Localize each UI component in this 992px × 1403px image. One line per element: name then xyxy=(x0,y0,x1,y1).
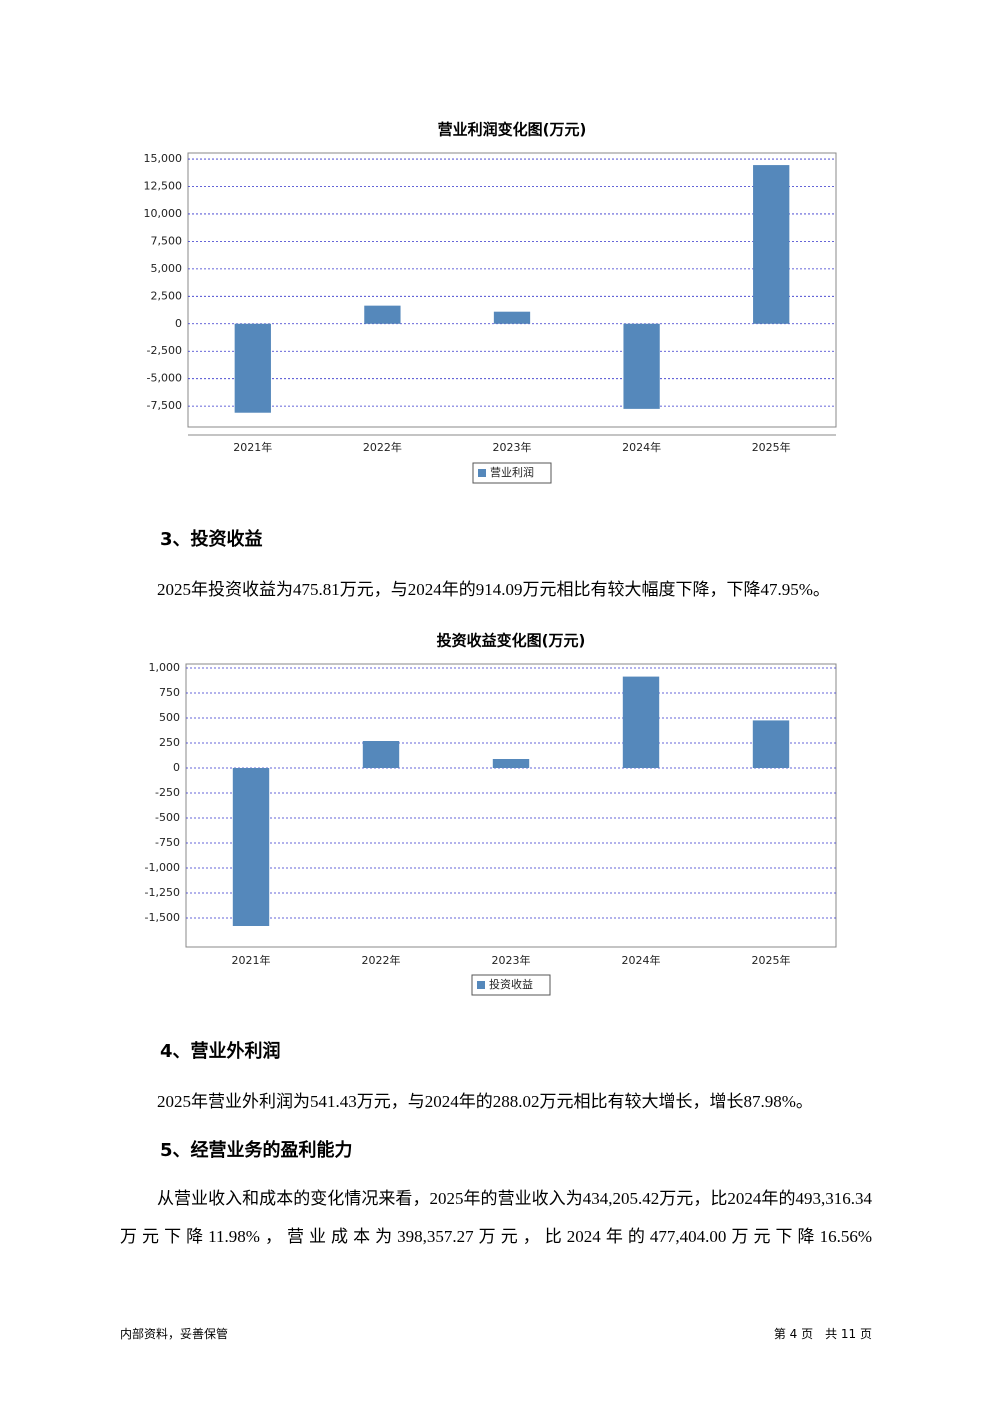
x-tick-label: 2023年 xyxy=(492,953,531,967)
chart: 投资收益变化图(万元) -1,500 -1,250 -1,000 -750 -500 -25… xyxy=(145,632,837,996)
y-tick-label: 2,500 xyxy=(151,289,183,302)
plot-frame xyxy=(185,663,837,948)
legend-swatch xyxy=(477,981,485,989)
paragraph: 2025年营业外利润为541.43万元，与2024年的288.02万元相比有较大… xyxy=(157,1092,813,1111)
paragraph: 2025年投资收益为475.81万元，与2024年的914.09万元相比有较大幅… xyxy=(157,580,830,599)
paragraph: 从营业收入和成本的变化情况来看，2025年的营业收入为434,205.42万元，… xyxy=(120,1189,872,1246)
y-tick-label: -750 xyxy=(155,836,180,849)
y-tick-label: 5,000 xyxy=(151,262,183,275)
bar xyxy=(364,305,401,324)
x-tick-label: 2024年 xyxy=(622,953,661,967)
legend-label: 营业利润 xyxy=(490,465,534,479)
y-tick-label: -250 xyxy=(155,786,180,799)
x-tick-label: 2025年 xyxy=(752,440,791,454)
chart-title: 投资收益变化图(万元) xyxy=(437,632,586,650)
y-tick-label: -500 xyxy=(155,811,180,824)
bar xyxy=(362,741,400,768)
x-tick-label: 2022年 xyxy=(363,440,402,454)
x-tick-label: 2021年 xyxy=(232,953,271,967)
legend-label: 投资收益 xyxy=(489,977,533,991)
x-tick-label: 2025年 xyxy=(752,953,791,967)
legend-box xyxy=(472,462,552,484)
chart: 营业利润变化图(万元) -7,500 -5,000 -2,500 0 2,500 5,000… xyxy=(144,121,837,484)
y-tick-label: -2,500 xyxy=(147,344,182,357)
y-tick-label: 15,000 xyxy=(144,152,183,165)
x-tick-label: 2022年 xyxy=(362,953,401,967)
y-tick-label: 750 xyxy=(159,686,180,699)
y-tick-label: -7,500 xyxy=(147,399,182,412)
bar xyxy=(493,311,531,324)
x-tick-label: 2024年 xyxy=(622,440,661,454)
y-tick-label: 7,500 xyxy=(151,234,183,247)
x-tick-label: 2021年 xyxy=(233,440,272,454)
y-tick-label: 250 xyxy=(159,736,180,749)
bar xyxy=(232,768,270,926)
y-tick-label: 10,000 xyxy=(144,207,183,220)
y-tick-label: -1,250 xyxy=(145,886,180,899)
y-tick-label: 12,500 xyxy=(144,179,183,192)
y-tick-label: 0 xyxy=(173,761,180,774)
footer-left: 内部资料，妥善保管 xyxy=(120,1327,229,1341)
bar xyxy=(752,720,790,768)
y-tick-label: 0 xyxy=(175,317,182,330)
heading: 5、经营业务的盈利能力 xyxy=(160,1140,353,1161)
y-tick-label: -5,000 xyxy=(147,372,182,385)
bar xyxy=(622,676,660,768)
y-tick-label: 500 xyxy=(159,711,180,724)
bar xyxy=(234,323,271,413)
legend-box xyxy=(471,974,551,996)
y-tick-label: 1,000 xyxy=(149,661,181,674)
legend-swatch xyxy=(478,469,486,477)
footer-right: 第 4 页 共 11 页 xyxy=(773,1327,872,1341)
x-tick-label: 2023年 xyxy=(493,440,532,454)
heading: 3、投资收益 xyxy=(160,529,263,550)
bar xyxy=(623,323,660,409)
bar xyxy=(753,165,790,324)
y-tick-label: -1,000 xyxy=(145,861,180,874)
heading: 4、营业外利润 xyxy=(160,1041,281,1062)
chart-title: 营业利润变化图(万元) xyxy=(438,121,587,139)
y-tick-label: -1,500 xyxy=(145,911,180,924)
plot-frame xyxy=(187,152,837,428)
bar xyxy=(492,759,530,768)
